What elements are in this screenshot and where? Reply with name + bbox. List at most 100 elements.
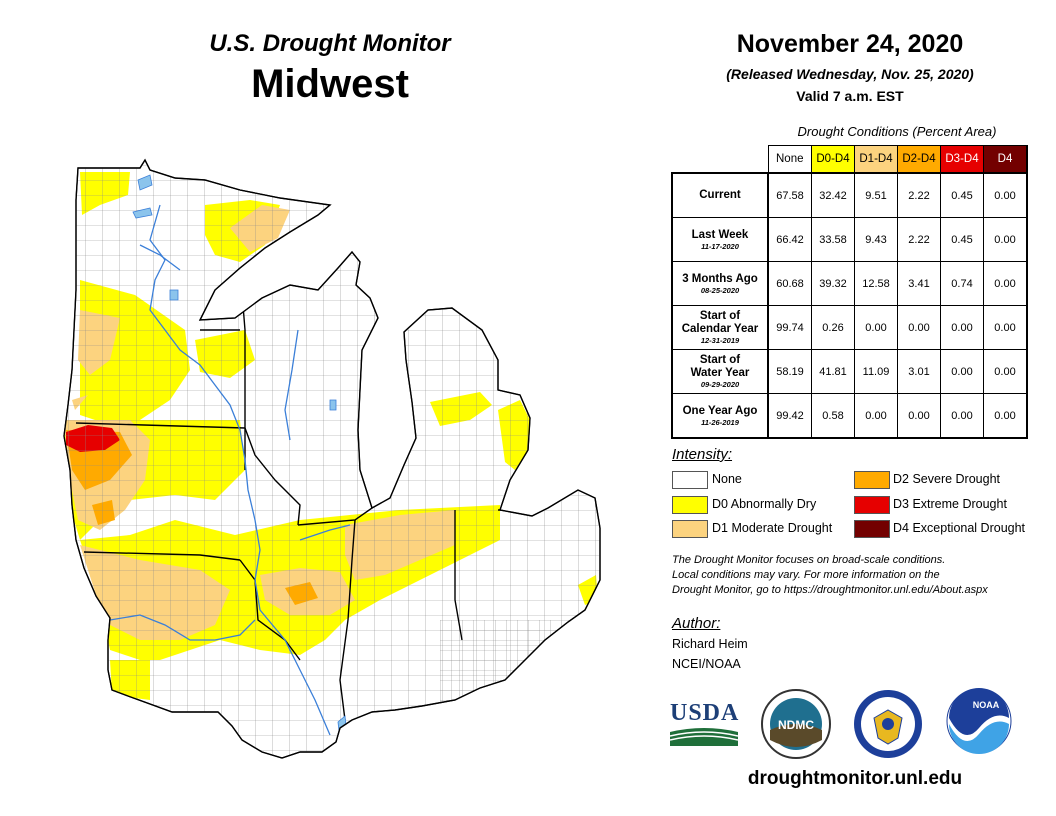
legend-title: Intensity: <box>672 446 733 463</box>
row-date: 12-31-2019 <box>700 336 740 345</box>
table-corner <box>672 146 768 174</box>
table-row: Current 67.58 32.42 9.51 2.22 0.45 0.00 <box>671 172 1028 218</box>
table-cell: 0.00 <box>983 172 1028 218</box>
table-cell: 0.00 <box>983 261 1028 306</box>
valid-time: Valid 7 a.m. EST <box>796 88 904 104</box>
table-row: One Year Ago 11-26-2019 99.42 0.58 0.00 0.00 0… <box>671 393 1028 439</box>
table-row: Start of Calendar Year 12-31-2019 99.74 0.26… <box>671 305 1028 350</box>
table-row: Last Week 11-17-2020 66.42 33.58 9.43 2.22 0.4… <box>671 217 1028 262</box>
table-cell: 2.22 <box>897 217 941 262</box>
noaa-logo: NOAA <box>946 688 1012 754</box>
doc-seal-logo <box>854 690 922 758</box>
table-cell: 41.81 <box>811 349 855 394</box>
ndmc-logo-text: NDMC <box>778 718 814 732</box>
table-cell: 0.00 <box>983 217 1028 262</box>
table-cell: 0.00 <box>854 305 898 350</box>
row-date: 11-26-2019 <box>701 417 739 427</box>
row-label: One Year Ago 11-26-2019 <box>671 393 769 439</box>
table-cell: 0.45 <box>940 172 984 218</box>
col-header-d0-d4: D0-D4 <box>811 145 855 174</box>
table-cell: 12.58 <box>854 261 898 306</box>
row-label-text: Current <box>699 189 741 201</box>
drought-conditions-table: None D0-D4 D1-D4 D2-D4 D3-D4 D4 Current 6… <box>671 145 1028 439</box>
legend-label-d3: D3 Extreme Drought <box>893 497 1007 511</box>
region-title: Midwest <box>251 62 409 106</box>
table-cell: 3.41 <box>897 261 941 306</box>
usda-logo-text: USDA <box>670 700 740 726</box>
row-date: 11-17-2020 <box>701 241 739 251</box>
table-cell: 39.32 <box>811 261 855 306</box>
legend-label-d1: D1 Moderate Drought <box>712 521 833 535</box>
row-label-text-2: Calendar Year <box>681 323 759 335</box>
noaa-logo-text: NOAA <box>973 700 1000 710</box>
row-date: 08-25-2020 <box>700 285 740 295</box>
county-grid-kentucky <box>440 620 600 750</box>
map-title: U.S. Drought Monitor <box>209 30 451 57</box>
note-line-3: Drought Monitor, go to https://droughtmo… <box>672 584 988 596</box>
row-label-text: Last Week <box>691 228 749 241</box>
table-cell: 9.51 <box>854 172 898 218</box>
table-caption: Drought Conditions (Percent Area) <box>797 124 997 139</box>
col-header-d2-d4: D2-D4 <box>897 145 941 174</box>
table-cell: 0.00 <box>983 349 1028 394</box>
row-date: 09-29-2020 <box>700 380 740 389</box>
legend-label-d0: D0 Abnormally Dry <box>712 497 817 511</box>
drought-map <box>63 158 601 759</box>
legend-swatch-d2 <box>854 471 890 489</box>
table-cell: 58.19 <box>767 349 812 394</box>
row-label-text: Start of <box>699 354 741 366</box>
table-cell: 11.09 <box>854 349 898 394</box>
author-organization: NCEI/NOAA <box>672 657 741 671</box>
table-cell: 0.00 <box>983 305 1028 350</box>
table-cell: 0.00 <box>940 305 984 350</box>
table-cell: 2.22 <box>897 172 941 218</box>
note-line-1: The Drought Monitor focuses on broad-sca… <box>672 554 946 566</box>
table-cell: 60.68 <box>767 261 812 306</box>
legend-swatch-d4 <box>854 520 890 538</box>
region-outline <box>63 158 601 759</box>
state-borders <box>75 267 540 721</box>
note-line-2: Local conditions may vary. For more info… <box>672 569 940 581</box>
table-cell: 32.42 <box>811 172 855 218</box>
map-date: November 24, 2020 <box>736 30 964 58</box>
table-cell: 0.26 <box>811 305 855 350</box>
table-cell: 0.00 <box>897 393 941 439</box>
table-cell: 66.42 <box>767 217 812 262</box>
table-row: 3 Months Ago 08-25-2020 60.68 39.32 12.58 3.4… <box>671 261 1028 306</box>
county-grid <box>64 160 600 758</box>
release-date: (Released Wednesday, Nov. 25, 2020) <box>726 66 974 82</box>
table-cell: 0.74 <box>940 261 984 306</box>
rivers <box>109 204 351 736</box>
table-cell: 3.01 <box>897 349 941 394</box>
col-header-d3-d4: D3-D4 <box>940 145 984 174</box>
row-label-text: Start of <box>699 310 741 322</box>
table-cell: 99.42 <box>767 393 812 439</box>
ndmc-logo: NDMC <box>761 689 831 759</box>
author-heading: Author: <box>672 615 721 632</box>
table-cell: 9.43 <box>854 217 898 262</box>
table-cell: 0.00 <box>940 393 984 439</box>
table-cell: 99.74 <box>767 305 812 350</box>
table-cell: 0.58 <box>811 393 855 439</box>
table-cell: 0.45 <box>940 217 984 262</box>
legend-swatch-d1 <box>672 520 708 538</box>
website-url[interactable]: droughtmonitor.unl.edu <box>747 768 963 789</box>
legend-swatch-d0 <box>672 496 708 514</box>
usda-logo-wave <box>670 728 738 746</box>
legend-label-none: None <box>712 472 742 486</box>
row-label: 3 Months Ago 08-25-2020 <box>671 261 769 306</box>
table-cell: 0.00 <box>897 305 941 350</box>
table-cell: 0.00 <box>854 393 898 439</box>
row-label: Current <box>671 172 769 218</box>
legend-label-d4: D4 Exceptional Drought <box>893 521 1026 535</box>
table-row: Start of Water Year 09-29-2020 58.19 41.81 11… <box>671 349 1028 394</box>
table-cell: 0.00 <box>940 349 984 394</box>
table-cell: 0.00 <box>983 393 1028 439</box>
row-label: Start of Water Year 09-29-2020 <box>671 349 769 394</box>
row-label-text: 3 Months Ago <box>682 272 758 285</box>
row-label-text: One Year Ago <box>682 404 758 417</box>
row-label: Start of Calendar Year 12-31-2019 <box>671 305 769 350</box>
table-cell: 67.58 <box>767 172 812 218</box>
legend-label-d2: D2 Severe Drought <box>893 472 1001 486</box>
row-label-text-2: Water Year <box>690 367 750 379</box>
